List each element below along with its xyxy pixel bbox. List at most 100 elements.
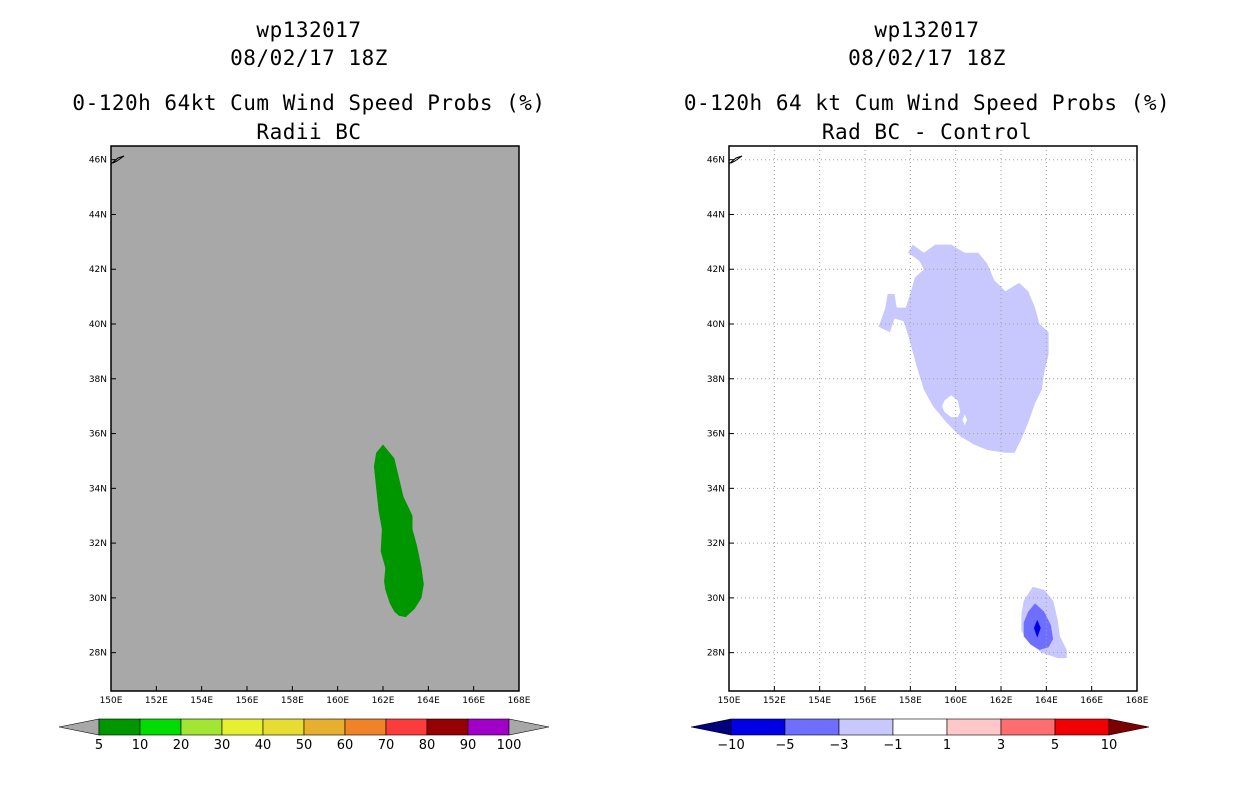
colorbar-segment xyxy=(892,718,948,736)
x-tick-label: 166E xyxy=(1080,696,1103,706)
y-tick-label: 44N xyxy=(707,210,725,220)
y-tick-label: 36N xyxy=(89,430,107,440)
chart-title-date: 08/02/17 18Z xyxy=(230,46,388,70)
colorbar-segment xyxy=(730,718,786,736)
x-tick-label: 158E xyxy=(281,696,304,706)
x-tick-label: 150E xyxy=(718,696,741,706)
y-tick-label: 46N xyxy=(707,156,725,166)
x-tick-label: 162E xyxy=(372,696,395,706)
colorbar-under-arrow xyxy=(690,718,732,736)
colorbar-label: 3 xyxy=(997,738,1005,753)
chart-title-storm-id: wp132017 xyxy=(874,18,980,42)
contour-region xyxy=(1033,619,1041,638)
colorbar-over-arrow xyxy=(508,718,550,736)
colorbar: 5 10 20 30 40 50 60 70 80 90 100 xyxy=(58,718,550,753)
x-tick-label: 150E xyxy=(100,696,123,706)
colorbar-label: −1 xyxy=(883,738,902,753)
colorbar-label: 10 xyxy=(132,738,149,753)
colorbar-segment xyxy=(180,718,223,736)
y-tick-label: 30N xyxy=(707,594,725,604)
colorbar-label: 90 xyxy=(460,738,477,753)
y-tick-label: 36N xyxy=(707,430,725,440)
plot-frame xyxy=(728,145,1138,692)
colorbar-label: −3 xyxy=(829,738,848,753)
y-tick-label: 28N xyxy=(707,649,725,659)
contour-hole xyxy=(942,395,961,418)
colorbar-segment xyxy=(221,718,264,736)
colorbar-label: 80 xyxy=(419,738,436,753)
y-tick-label: 40N xyxy=(707,320,725,330)
colorbar-segment xyxy=(426,718,469,736)
y-tick-label: 44N xyxy=(89,210,107,220)
colorbar-segment xyxy=(784,718,840,736)
y-tick-label: 30N xyxy=(89,594,107,604)
y-tick-label: 28N xyxy=(89,649,107,659)
colorbar-label: 70 xyxy=(378,738,395,753)
colorbar-segment xyxy=(1000,718,1056,736)
y-tick-label: 46N xyxy=(89,156,107,166)
colorbar-segment xyxy=(1054,718,1110,736)
colorbar-label: −5 xyxy=(775,738,794,753)
y-tick-label: 34N xyxy=(89,484,107,494)
x-tick-label: 152E xyxy=(145,696,168,706)
plot-background xyxy=(111,146,519,691)
left-chart-panel: wp132017 08/02/17 18Z 0-120h 64kt Cum Wi… xyxy=(58,18,550,753)
x-tick-label: 160E xyxy=(944,696,967,706)
contour-hole xyxy=(962,414,967,426)
colorbar-label: 20 xyxy=(173,738,190,753)
x-tick-label: 156E xyxy=(854,696,877,706)
y-tick-label: 42N xyxy=(89,265,107,275)
x-tick-label: 158E xyxy=(899,696,922,706)
x-tick-label: 160E xyxy=(326,696,349,706)
plot-background xyxy=(729,146,1137,691)
colorbar-label: 60 xyxy=(337,738,354,753)
colorbar-under-arrow xyxy=(58,718,100,736)
colorbar-segment xyxy=(467,718,510,736)
x-tick-label: 168E xyxy=(508,696,531,706)
colorbar-segment xyxy=(946,718,1002,736)
colorbar-label: 1 xyxy=(943,738,951,753)
y-tick-label: 32N xyxy=(707,539,725,549)
y-tick-label: 38N xyxy=(89,375,107,385)
colorbar-segment xyxy=(98,718,141,736)
chart-title-product: 0-120h 64 kt Cum Wind Speed Probs (%) xyxy=(683,91,1171,115)
contour-region xyxy=(373,444,424,618)
colorbar-label: 40 xyxy=(255,738,272,753)
y-tick-label: 34N xyxy=(707,484,725,494)
x-tick-label: 152E xyxy=(763,696,786,706)
chart-subtitle: Rad BC - Control xyxy=(821,120,1033,144)
left-map-plot: 150E 152E 154E 156E 158E 160E 162E 164E 166E 168E… xyxy=(58,145,550,753)
colorbar-label: 5 xyxy=(95,738,103,753)
chart-title-product: 0-120h 64kt Cum Wind Speed Probs (%) xyxy=(72,91,546,115)
y-tick-label: 32N xyxy=(89,539,107,549)
x-tick-label: 154E xyxy=(808,696,831,706)
colorbar-label: 10 xyxy=(1101,738,1118,753)
right-chart-panel: wp132017 08/02/17 18Z 0-120h 64 kt Cum W… xyxy=(618,0,1236,800)
y-tick-label: 38N xyxy=(707,375,725,385)
x-tick-label: 164E xyxy=(417,696,440,706)
colorbar-segment xyxy=(344,718,387,736)
x-tick-label: 166E xyxy=(462,696,485,706)
colorbar-over-arrow xyxy=(1108,718,1150,736)
colorbar-segment xyxy=(838,718,894,736)
right-map-plot: 150E 152E 154E 156E 158E 160E 162E 164E 166E 168E… xyxy=(690,145,1150,753)
plot-frame xyxy=(110,145,520,692)
colorbar-label: 100 xyxy=(497,738,522,753)
colorbar-segment xyxy=(385,718,428,736)
contour-region xyxy=(878,244,1049,453)
colorbar-label: −10 xyxy=(717,738,744,753)
chart-title-date: 08/02/17 18Z xyxy=(848,46,1006,70)
colorbar: −10 −5 −3 −1 1 3 5 10 xyxy=(690,718,1150,753)
colorbar-segment xyxy=(262,718,305,736)
chart-subtitle: Radii BC xyxy=(256,120,362,144)
colorbar-label: 5 xyxy=(1051,738,1059,753)
x-tick-label: 164E xyxy=(1035,696,1058,706)
x-tick-label: 162E xyxy=(990,696,1013,706)
colorbar-segment xyxy=(139,718,182,736)
chart-title-storm-id: wp132017 xyxy=(256,18,362,42)
colorbar-label: 30 xyxy=(214,738,231,753)
x-tick-label: 154E xyxy=(190,696,213,706)
colorbar-segment xyxy=(303,718,346,736)
y-tick-label: 40N xyxy=(89,320,107,330)
y-tick-label: 42N xyxy=(707,265,725,275)
